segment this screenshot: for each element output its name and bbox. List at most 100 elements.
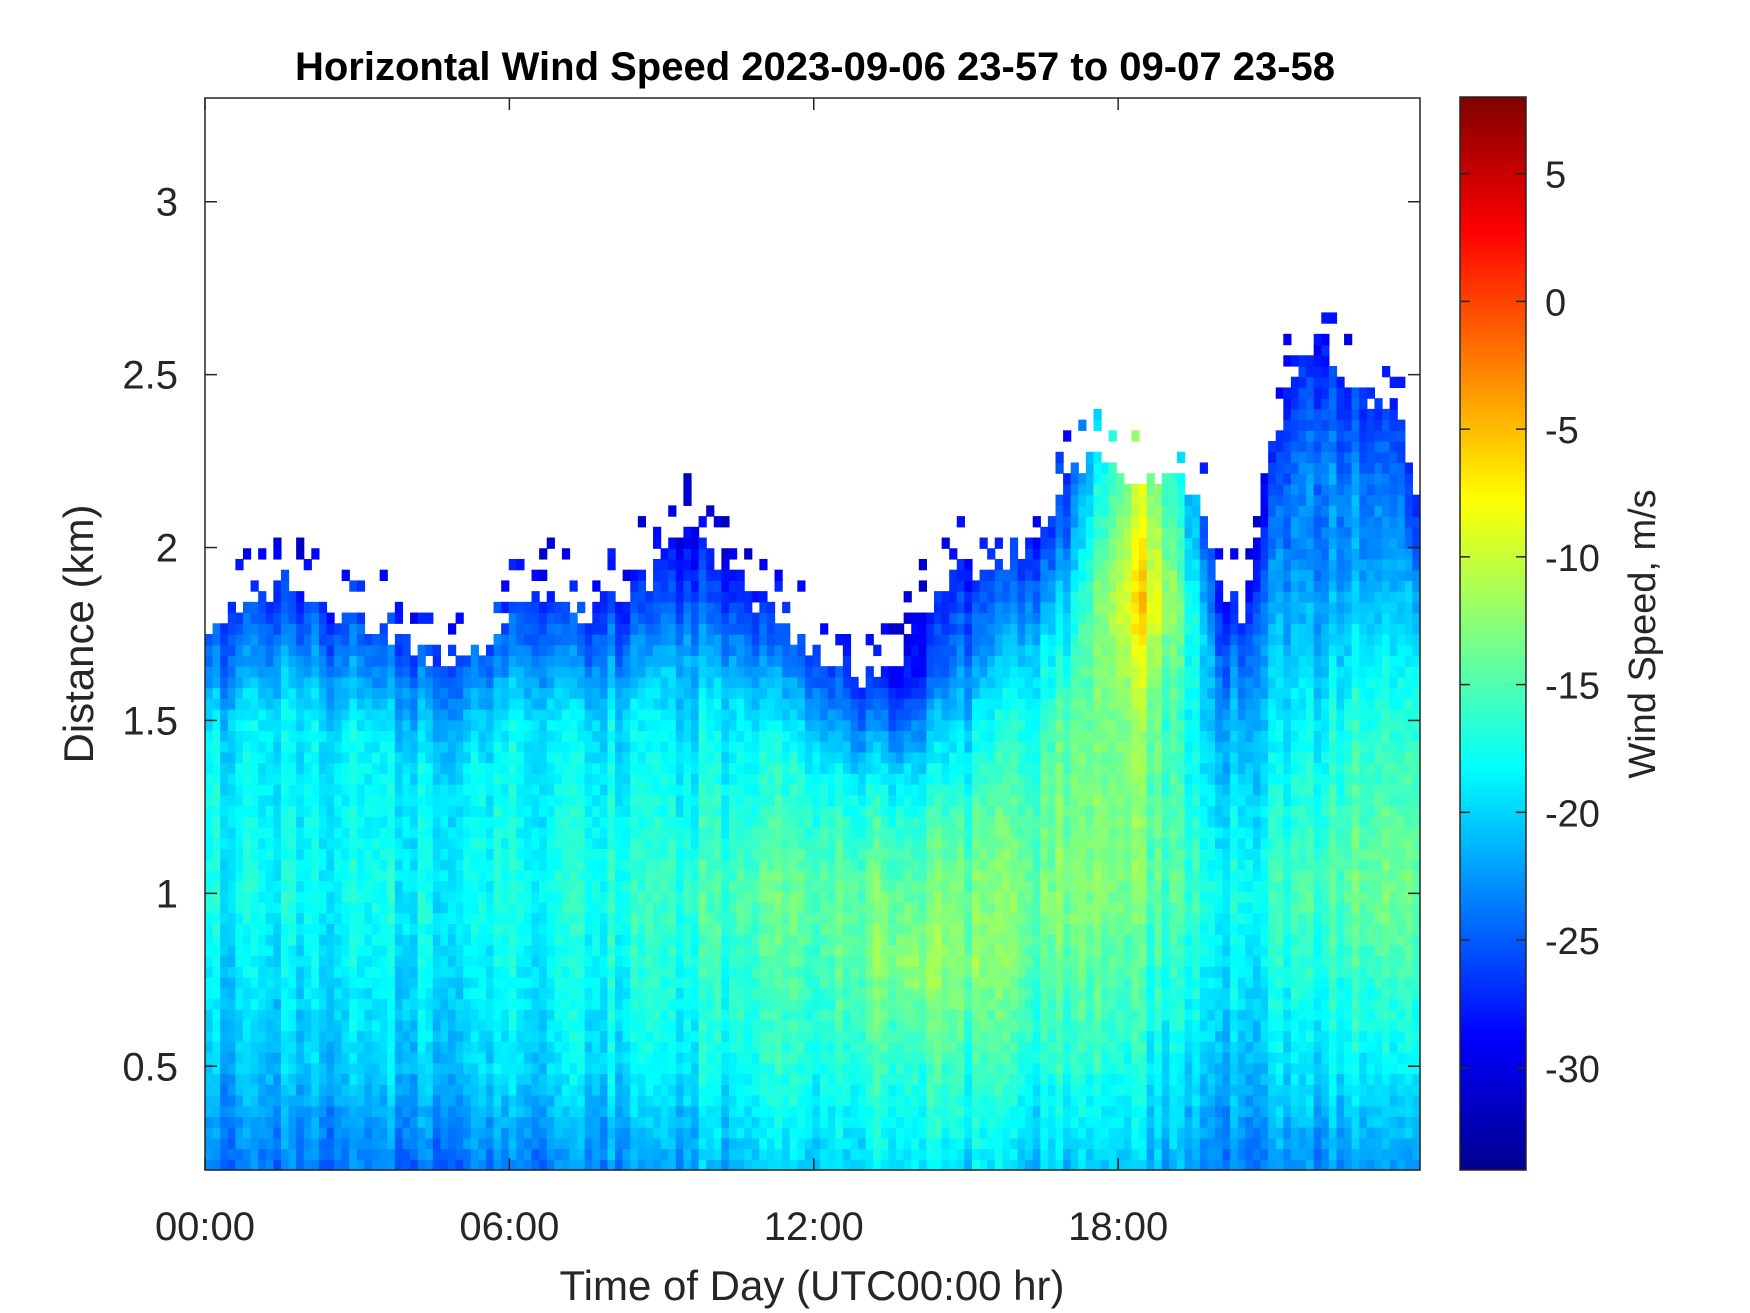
heatmap-cell [554, 676, 563, 689]
heatmap-cell [873, 1041, 882, 1053]
heatmap-cell [728, 1084, 738, 1096]
heatmap-cell [766, 1116, 776, 1128]
heatmap-cell [645, 666, 654, 678]
heatmap-cell [789, 902, 798, 914]
heatmap-cell [698, 880, 707, 892]
heatmap-cell [478, 676, 487, 689]
heatmap-cell [448, 998, 457, 1010]
heatmap-cell [539, 1084, 548, 1096]
heatmap-cell [334, 869, 343, 882]
heatmap-cell [759, 1073, 768, 1085]
heatmap-cell [493, 826, 502, 839]
heatmap-cell [850, 762, 859, 774]
heatmap-cell [242, 944, 252, 957]
heatmap-cell [493, 859, 502, 871]
heatmap-cell [592, 623, 601, 635]
heatmap-cell [918, 998, 927, 1010]
heatmap-cell [842, 698, 852, 710]
heatmap-cell [789, 741, 798, 753]
heatmap-cell [387, 1094, 396, 1107]
heatmap-cell [212, 891, 221, 903]
heatmap-cell [508, 1073, 517, 1085]
heatmap-cell [205, 1127, 214, 1139]
heatmap-cell [265, 902, 274, 914]
heatmap-cell [394, 966, 404, 978]
heatmap-cell [280, 719, 290, 732]
heatmap-cell [653, 998, 662, 1010]
heatmap-cell [523, 923, 533, 935]
heatmap-cell [455, 1041, 464, 1053]
heatmap-cell [888, 966, 897, 978]
heatmap-cell [622, 912, 631, 925]
heatmap-cell [463, 666, 472, 678]
heatmap-cell [607, 1159, 616, 1171]
heatmap-cell [501, 869, 510, 882]
heatmap-cell [417, 912, 426, 925]
heatmap-cell [599, 869, 609, 882]
heatmap-cell [850, 1127, 859, 1139]
heatmap-cell [273, 666, 282, 678]
heatmap-cell [334, 1073, 343, 1085]
heatmap-cell [372, 751, 381, 764]
heatmap-cell [835, 1073, 844, 1085]
heatmap-cell [508, 773, 517, 785]
heatmap-cell [341, 805, 350, 817]
heatmap-cell [356, 1052, 366, 1064]
heatmap-cell [827, 794, 836, 807]
heatmap-cell [804, 826, 814, 839]
heatmap-cell [379, 655, 388, 667]
heatmap-cell [205, 891, 214, 903]
heatmap-cell [508, 1116, 517, 1128]
heatmap-cell [448, 955, 457, 967]
heatmap-cell [478, 784, 487, 796]
heatmap-cell [501, 923, 510, 935]
heatmap-cell [296, 891, 305, 903]
heatmap-cell [615, 773, 624, 785]
heatmap-cell [539, 1041, 548, 1053]
heatmap-cell [850, 966, 859, 978]
heatmap-cell [645, 709, 654, 721]
heatmap-cell [691, 869, 700, 882]
heatmap-cell [448, 987, 457, 1000]
heatmap-cell [448, 869, 457, 882]
heatmap-cell [296, 998, 305, 1010]
heatmap-cell [425, 719, 434, 732]
heatmap-cell [660, 869, 669, 882]
heatmap-cell [296, 944, 305, 957]
heatmap-cell [410, 977, 419, 989]
heatmap-cell [850, 1094, 859, 1107]
heatmap-cell [242, 666, 252, 678]
heatmap-cell [865, 1127, 874, 1139]
heatmap-cell [242, 826, 252, 839]
heatmap-cell [691, 719, 700, 732]
heatmap-cell [227, 1019, 236, 1032]
heatmap-cell [440, 709, 449, 721]
heatmap-cell [448, 880, 457, 892]
heatmap-cell [782, 880, 791, 892]
heatmap-cell [554, 944, 563, 957]
heatmap-cell [645, 1030, 654, 1042]
heatmap-cell [364, 912, 373, 925]
heatmap-cell [318, 977, 328, 989]
heatmap-cell [653, 1094, 662, 1107]
heatmap-cell [448, 1084, 457, 1096]
heatmap-cell [744, 794, 753, 807]
heatmap-cell [205, 998, 214, 1010]
heatmap-cell [227, 751, 236, 764]
heatmap-cell [242, 837, 252, 849]
heatmap-cell [759, 944, 768, 957]
heatmap-cell [820, 869, 829, 882]
heatmap-cell [820, 1137, 829, 1150]
heatmap-cell [417, 784, 426, 796]
heatmap-cell [410, 966, 419, 978]
heatmap-cell [205, 644, 214, 657]
heatmap-cell [797, 944, 806, 957]
heatmap-cell [242, 1062, 252, 1075]
heatmap-cell [728, 987, 738, 1000]
heatmap-cell [691, 923, 700, 935]
heatmap-cell [615, 709, 624, 721]
heatmap-cell [569, 666, 578, 678]
heatmap-cell [615, 891, 624, 903]
heatmap-cell [653, 1009, 662, 1021]
heatmap-cell [774, 869, 783, 882]
